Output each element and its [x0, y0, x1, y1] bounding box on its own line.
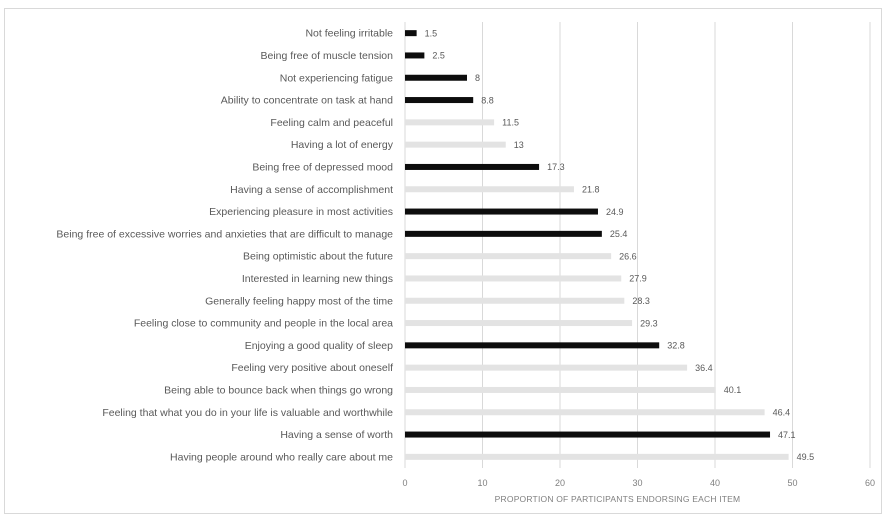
value-label: 32.8: [667, 341, 685, 351]
category-label: Having a sense of worth: [280, 429, 393, 441]
category-label: Being optimistic about the future: [243, 251, 393, 263]
category-label: Interested in learning new things: [242, 273, 393, 285]
category-label: Not experiencing fatigue: [280, 72, 393, 84]
bar: [405, 119, 495, 126]
bar: [405, 97, 474, 104]
bar: [405, 141, 506, 148]
gridlines: [404, 22, 871, 468]
value-label: 46.4: [773, 407, 791, 417]
category-labels: Not feeling irritable Being free of muscl…: [56, 28, 393, 464]
bar: [405, 453, 789, 460]
chart-frame: [4, 8, 882, 514]
value-label: 13: [514, 140, 524, 150]
category-label: Having a lot of energy: [291, 139, 394, 151]
category-label: Generally feeling happy most of the time: [205, 295, 393, 307]
x-tick-labels: 0 10 20 30 40 50 60: [402, 478, 875, 488]
category-label: Feeling calm and peaceful: [270, 117, 393, 129]
bar: [405, 74, 467, 81]
bars: [405, 30, 789, 460]
value-label: 24.9: [606, 207, 624, 217]
value-label: 17.3: [547, 162, 565, 172]
x-axis-title: PROPORTION OF PARTICIPANTS ENDORSING EAC…: [495, 494, 741, 504]
category-label: Feeling close to community and people in…: [134, 318, 393, 330]
category-label: Feeling very positive about oneself: [231, 362, 393, 374]
bar: [405, 431, 771, 438]
x-tick-label: 10: [477, 478, 487, 488]
category-label: Not feeling irritable: [305, 28, 393, 40]
x-tick-label: 30: [632, 478, 642, 488]
category-label: Being free of depressed mood: [252, 161, 393, 173]
bar: [405, 163, 540, 170]
category-label: Feeling that what you do in your life is…: [102, 407, 393, 419]
category-label: Being free of muscle tension: [261, 50, 394, 62]
bar: [405, 253, 612, 260]
value-label: 25.4: [610, 229, 628, 239]
category-label: Ability to concentrate on task at hand: [221, 95, 393, 107]
value-label: 47.1: [778, 430, 796, 440]
value-label: 8: [475, 73, 480, 83]
x-tick-label: 40: [710, 478, 720, 488]
bar: [405, 230, 602, 237]
bar: [405, 320, 633, 327]
category-label: Being free of excessive worries and anxi…: [56, 228, 393, 240]
value-labels: 1.5 2.5 8 8.8 11.5 13 17.3 21.8 24.9 25.4 26.6 27.9…: [425, 28, 815, 462]
bar: [405, 297, 625, 304]
x-tick-label: 60: [865, 478, 875, 488]
value-label: 26.6: [619, 251, 637, 261]
bar: [405, 30, 417, 37]
category-label: Having people around who really care abo…: [170, 451, 393, 463]
x-tick-label: 0: [402, 478, 407, 488]
value-label: 40.1: [724, 385, 742, 395]
value-label: 36.4: [695, 363, 713, 373]
bar: [405, 364, 688, 371]
bar: [405, 342, 660, 349]
category-label: Being able to bounce back when things go…: [164, 384, 393, 396]
value-label: 2.5: [432, 51, 445, 61]
x-tick-label: 50: [787, 478, 797, 488]
x-tick-label: 20: [555, 478, 565, 488]
bar: [405, 275, 622, 282]
category-label: Experiencing pleasure in most activities: [209, 206, 393, 218]
value-label: 1.5: [425, 28, 438, 38]
bar: [405, 186, 574, 193]
value-label: 28.3: [632, 296, 650, 306]
value-label: 21.8: [582, 184, 600, 194]
value-label: 27.9: [629, 274, 647, 284]
bar: [405, 52, 425, 59]
category-label: Enjoying a good quality of sleep: [245, 340, 393, 352]
category-label: Having a sense of accomplishment: [230, 184, 393, 196]
value-label: 8.8: [481, 95, 494, 105]
value-label: 49.5: [797, 452, 815, 462]
bar: [405, 386, 716, 393]
value-label: 29.3: [640, 318, 658, 328]
value-label: 11.5: [502, 118, 519, 128]
bar: [405, 409, 765, 416]
bar: [405, 208, 598, 215]
